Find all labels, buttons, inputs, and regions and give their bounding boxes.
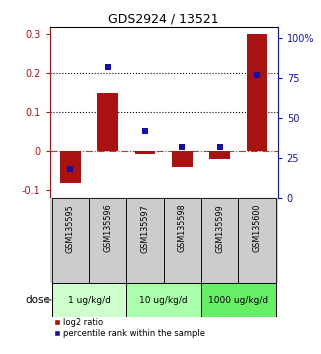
Text: dose: dose: [25, 295, 50, 305]
Text: GSM135598: GSM135598: [178, 204, 187, 252]
Bar: [135, 151, 155, 154]
Bar: [52, 198, 89, 284]
Bar: [201, 198, 239, 284]
Bar: [172, 151, 193, 167]
Bar: [60, 151, 81, 183]
Bar: [126, 284, 201, 316]
Text: 1000 ug/kg/d: 1000 ug/kg/d: [208, 296, 268, 304]
Bar: [247, 34, 267, 151]
Text: 1 ug/kg/d: 1 ug/kg/d: [67, 296, 110, 304]
Point: [68, 166, 73, 172]
Text: 10 ug/kg/d: 10 ug/kg/d: [139, 296, 188, 304]
Text: GSM135595: GSM135595: [66, 204, 75, 252]
Point: [143, 128, 148, 133]
Text: GSM135597: GSM135597: [141, 204, 150, 252]
Point: [217, 144, 222, 149]
Legend: log2 ratio, percentile rank within the sample: log2 ratio, percentile rank within the s…: [54, 318, 205, 338]
Bar: [89, 198, 126, 284]
Bar: [210, 151, 230, 159]
Bar: [52, 284, 126, 316]
Point: [105, 64, 110, 69]
Bar: [201, 284, 276, 316]
Point: [255, 72, 260, 78]
Point: [180, 144, 185, 149]
Bar: [164, 198, 201, 284]
Title: GDS2924 / 13521: GDS2924 / 13521: [108, 12, 219, 25]
Text: GSM135600: GSM135600: [253, 204, 262, 252]
Bar: [126, 198, 164, 284]
Bar: [97, 93, 118, 151]
Bar: [239, 198, 276, 284]
Text: GSM135599: GSM135599: [215, 204, 224, 252]
Text: GSM135596: GSM135596: [103, 204, 112, 252]
